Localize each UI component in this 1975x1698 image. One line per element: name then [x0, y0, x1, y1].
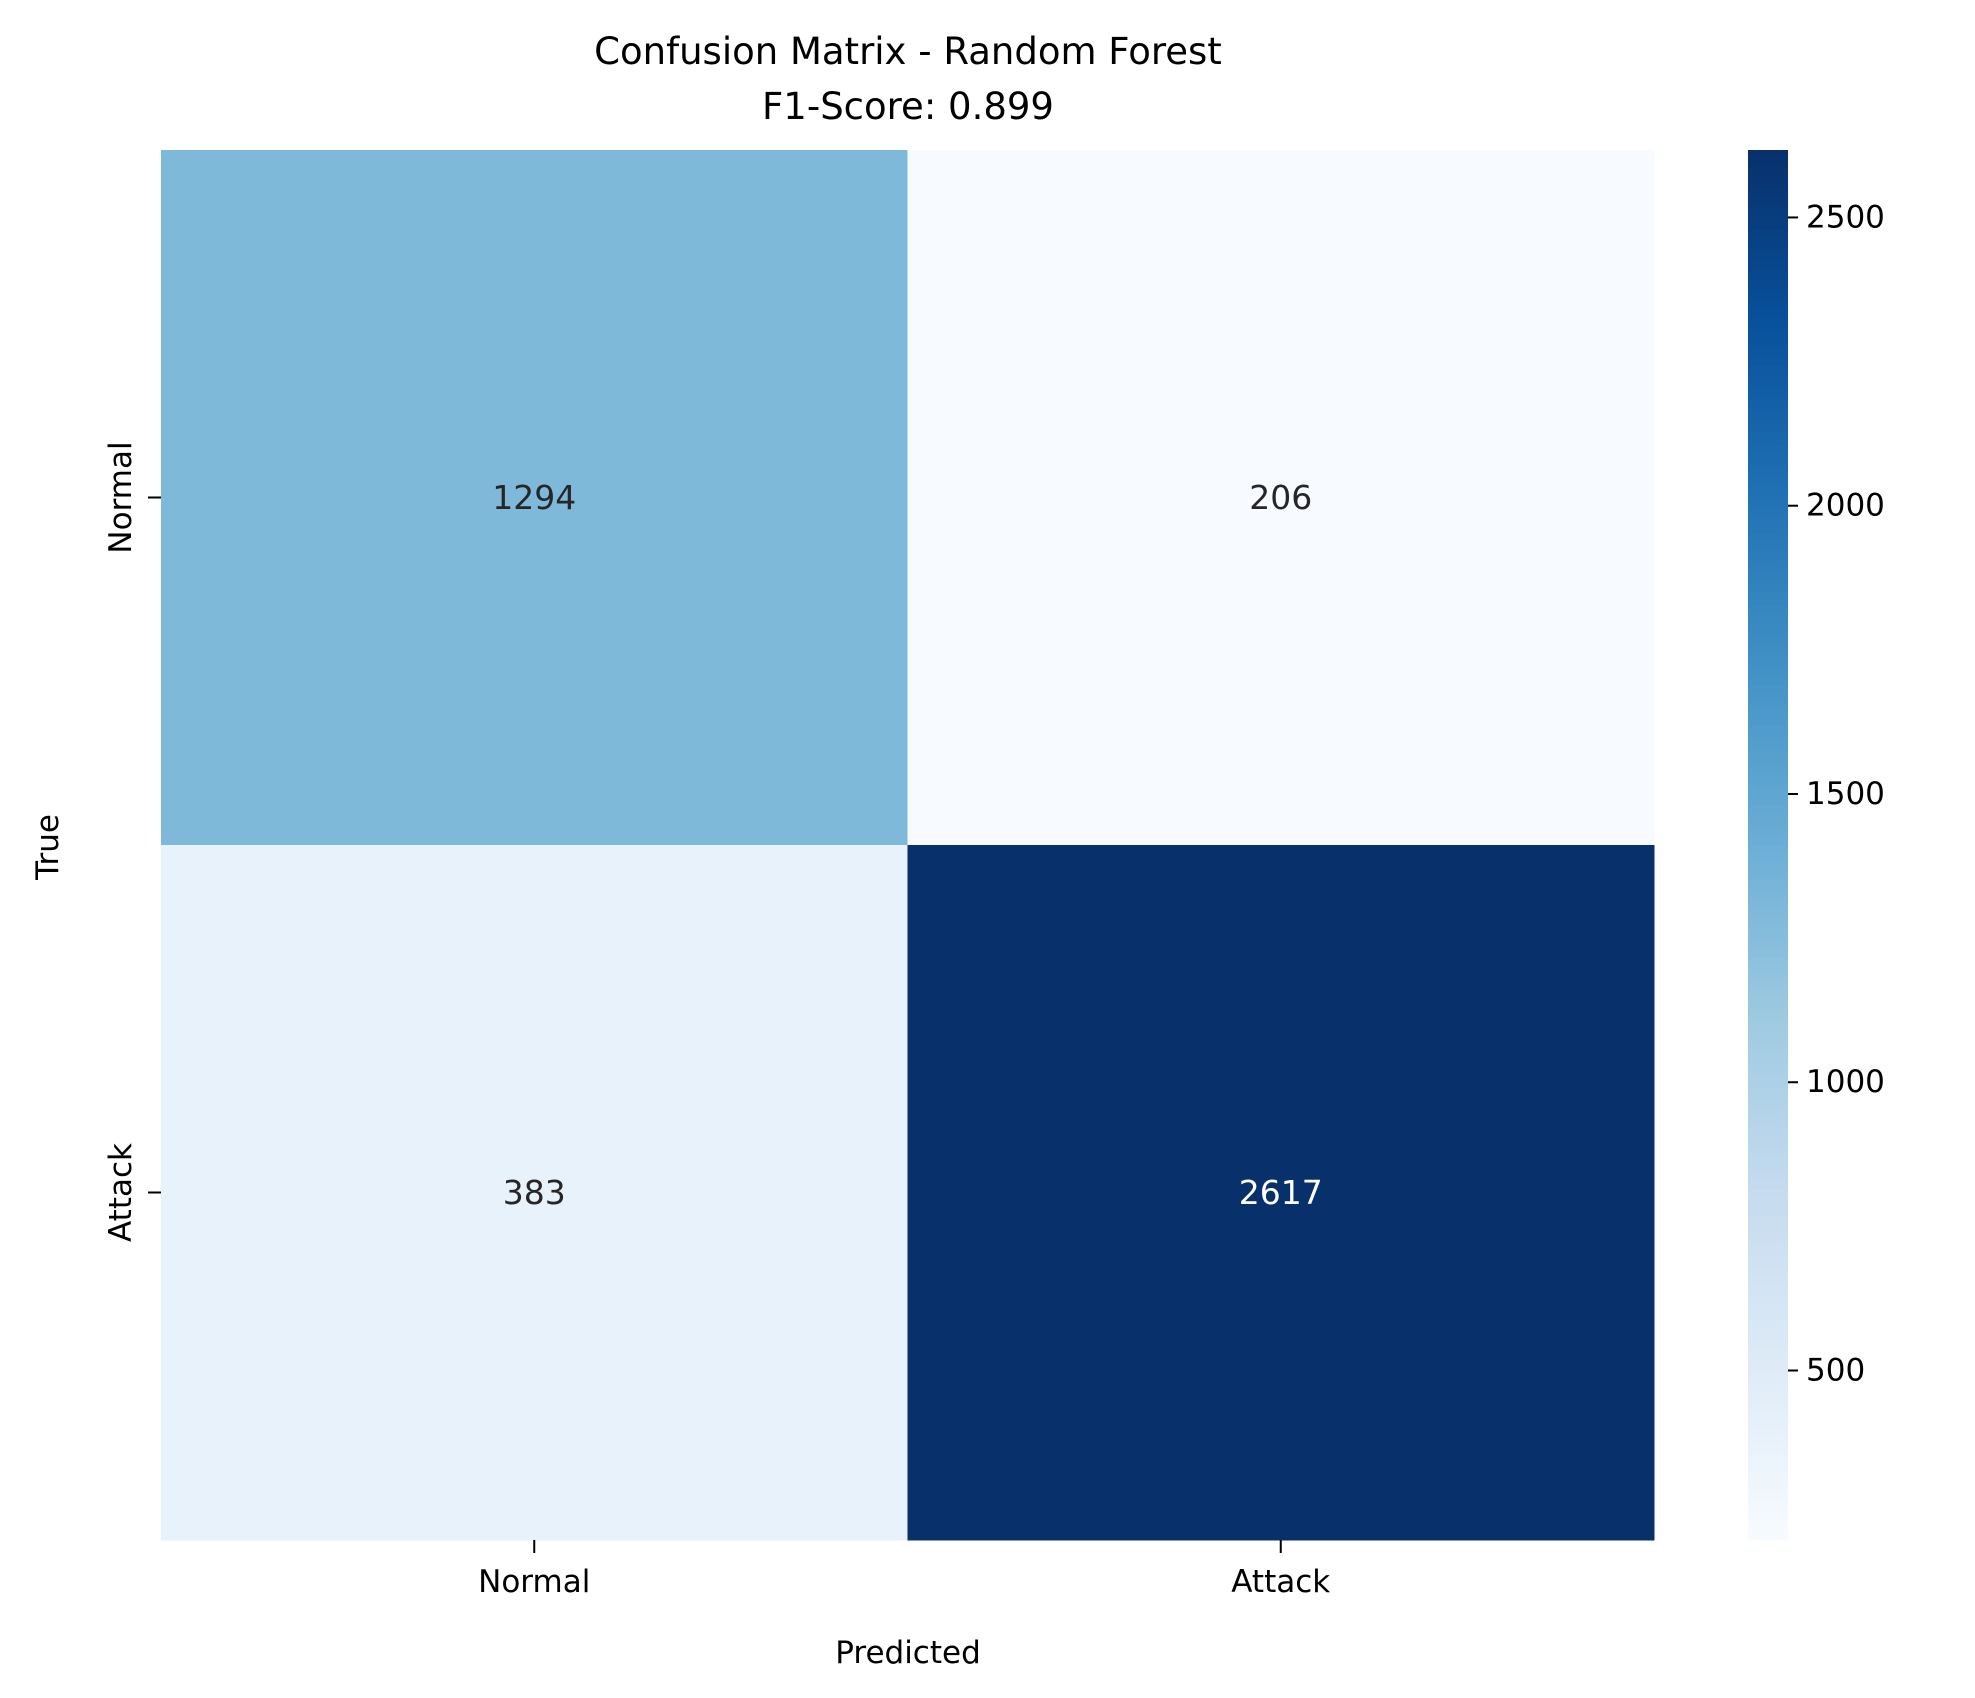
- cell-value-label: 206: [1249, 478, 1312, 517]
- x-axis-ticks: Normal Attack: [478, 1540, 1330, 1600]
- colorbar-tick-label: 2500: [1806, 199, 1885, 235]
- chart-title: Confusion Matrix - Random Forest: [594, 30, 1222, 73]
- colorbar-tick-label: 1000: [1806, 1064, 1885, 1100]
- heatmap-cell-attack-attack: [907, 845, 1655, 1541]
- x-tick-label: Attack: [1231, 1564, 1330, 1600]
- y-tick-label: Attack: [103, 1143, 139, 1242]
- heatmap-cell-normal-attack: [907, 150, 1655, 846]
- colorbar-ticks: 500 1000 1500 2000 2500: [1788, 199, 1885, 1389]
- cell-value-label: 1294: [492, 478, 576, 517]
- x-tick-label: Normal: [478, 1564, 590, 1600]
- heatmap-cell-attack-normal: [161, 845, 908, 1541]
- y-axis-label: True: [30, 814, 66, 881]
- cell-value-label: 2617: [1239, 1173, 1323, 1212]
- heatmap-cell-labels: 1294 206 383 2617: [492, 478, 1322, 1212]
- heatmap-cells: [161, 150, 1655, 1541]
- x-axis-label: Predicted: [835, 1635, 981, 1671]
- chart-subtitle: F1-Score: 0.899: [762, 85, 1054, 128]
- colorbar: [1748, 150, 1788, 1540]
- y-axis-ticks: Normal Attack: [103, 441, 161, 1242]
- y-tick-label: Normal: [103, 441, 139, 553]
- colorbar-tick-label: 2000: [1806, 488, 1885, 524]
- cell-value-label: 383: [503, 1173, 566, 1212]
- colorbar-tick-label: 1500: [1806, 776, 1885, 812]
- colorbar-tick-label: 500: [1806, 1353, 1865, 1389]
- heatmap-cell-normal-normal: [161, 150, 908, 846]
